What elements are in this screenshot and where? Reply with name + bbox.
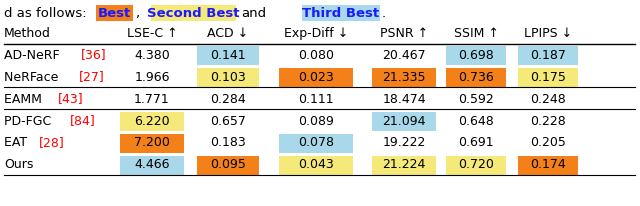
FancyBboxPatch shape — [279, 68, 353, 87]
Text: 0.043: 0.043 — [298, 158, 334, 172]
Text: 21.335: 21.335 — [382, 70, 426, 83]
Text: Second Best: Second Best — [147, 7, 239, 20]
FancyBboxPatch shape — [279, 133, 353, 152]
FancyBboxPatch shape — [446, 68, 506, 87]
Text: LSE-C ↑: LSE-C ↑ — [127, 27, 177, 40]
Text: 0.103: 0.103 — [210, 70, 246, 83]
Text: LPIPS ↓: LPIPS ↓ — [524, 27, 572, 40]
FancyBboxPatch shape — [518, 156, 578, 174]
Text: 0.174: 0.174 — [530, 158, 566, 172]
Text: AD-NeRF: AD-NeRF — [4, 48, 63, 62]
Text: [84]: [84] — [70, 115, 96, 128]
FancyBboxPatch shape — [302, 5, 380, 21]
FancyBboxPatch shape — [446, 46, 506, 64]
Text: 21.094: 21.094 — [382, 115, 426, 128]
Text: 0.205: 0.205 — [530, 137, 566, 150]
FancyBboxPatch shape — [120, 133, 184, 152]
Text: ,: , — [135, 7, 140, 20]
Text: 19.222: 19.222 — [382, 137, 426, 150]
Text: .: . — [382, 7, 386, 20]
Text: 0.648: 0.648 — [458, 115, 494, 128]
Text: 0.691: 0.691 — [458, 137, 494, 150]
Text: 1.966: 1.966 — [134, 70, 170, 83]
Text: Best: Best — [98, 7, 131, 20]
FancyBboxPatch shape — [518, 46, 578, 64]
Text: 20.467: 20.467 — [382, 48, 426, 62]
Text: 0.736: 0.736 — [458, 70, 494, 83]
Text: 0.284: 0.284 — [210, 92, 246, 105]
Text: 0.720: 0.720 — [458, 158, 494, 172]
FancyBboxPatch shape — [446, 156, 506, 174]
Text: 0.228: 0.228 — [530, 115, 566, 128]
Text: 0.657: 0.657 — [210, 115, 246, 128]
Text: 0.248: 0.248 — [530, 92, 566, 105]
Text: 0.592: 0.592 — [458, 92, 494, 105]
Text: EAMM: EAMM — [4, 92, 46, 105]
Text: 0.095: 0.095 — [210, 158, 246, 172]
Text: SSIM ↑: SSIM ↑ — [454, 27, 499, 40]
Text: 4.380: 4.380 — [134, 48, 170, 62]
FancyBboxPatch shape — [197, 68, 259, 87]
Text: 0.698: 0.698 — [458, 48, 494, 62]
Text: 0.078: 0.078 — [298, 137, 334, 150]
Text: 0.111: 0.111 — [298, 92, 334, 105]
Text: 6.220: 6.220 — [134, 115, 170, 128]
FancyBboxPatch shape — [120, 156, 184, 174]
FancyBboxPatch shape — [151, 5, 236, 21]
FancyBboxPatch shape — [518, 68, 578, 87]
Text: and: and — [241, 7, 266, 20]
Text: 0.141: 0.141 — [210, 48, 246, 62]
Text: 0.080: 0.080 — [298, 48, 334, 62]
Text: PSNR ↑: PSNR ↑ — [380, 27, 428, 40]
Text: Exp-Diff ↓: Exp-Diff ↓ — [284, 27, 348, 40]
FancyBboxPatch shape — [197, 156, 259, 174]
Text: 21.224: 21.224 — [382, 158, 426, 172]
FancyBboxPatch shape — [372, 156, 436, 174]
Text: Third Best: Third Best — [303, 7, 380, 20]
Text: 0.187: 0.187 — [530, 48, 566, 62]
Text: [28]: [28] — [39, 137, 65, 150]
Text: 0.175: 0.175 — [530, 70, 566, 83]
FancyBboxPatch shape — [372, 68, 436, 87]
Text: [43]: [43] — [58, 92, 84, 105]
FancyBboxPatch shape — [372, 111, 436, 130]
Text: Method: Method — [4, 27, 51, 40]
FancyBboxPatch shape — [120, 111, 184, 130]
Text: NeRFace: NeRFace — [4, 70, 62, 83]
Text: 7.200: 7.200 — [134, 137, 170, 150]
Text: PD-FGC: PD-FGC — [4, 115, 55, 128]
FancyBboxPatch shape — [96, 5, 133, 21]
Text: 0.023: 0.023 — [298, 70, 334, 83]
Text: ACD ↓: ACD ↓ — [207, 27, 248, 40]
Text: [27]: [27] — [79, 70, 105, 83]
FancyBboxPatch shape — [279, 156, 353, 174]
FancyBboxPatch shape — [197, 46, 259, 64]
Text: 0.089: 0.089 — [298, 115, 334, 128]
Text: 18.474: 18.474 — [382, 92, 426, 105]
Text: Ours: Ours — [4, 158, 33, 172]
Text: 0.183: 0.183 — [210, 137, 246, 150]
Text: 1.771: 1.771 — [134, 92, 170, 105]
Text: [36]: [36] — [81, 48, 107, 62]
Text: d as follows:: d as follows: — [4, 7, 86, 20]
Text: EAT: EAT — [4, 137, 31, 150]
Text: 4.466: 4.466 — [134, 158, 170, 172]
